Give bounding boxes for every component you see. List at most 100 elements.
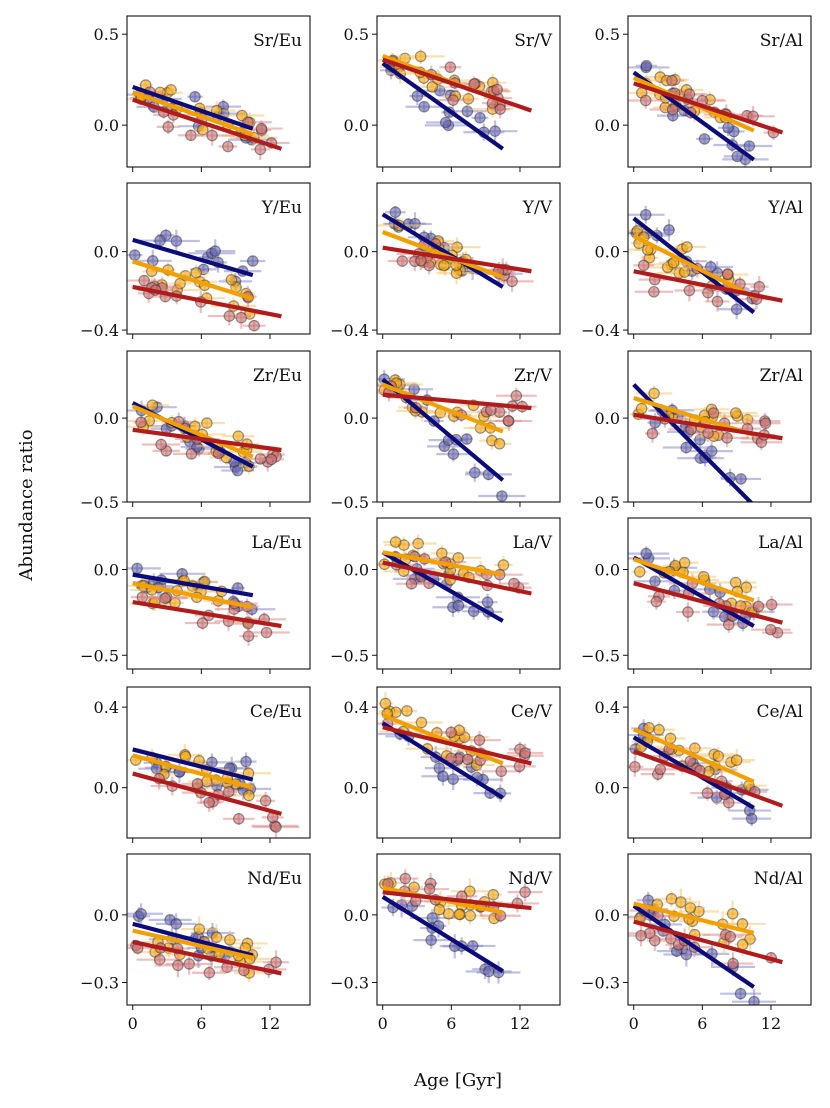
data-point-red — [235, 311, 248, 324]
y-tick-label: 0.0 — [344, 560, 369, 579]
panel-grid: 0.5 0.0 Sr/Eu 0.5 0.0 Sr/V 0.5 0.0 Sr/Al 0.0 −0.4 Y… — [80, 15, 812, 1033]
fit-line-navy — [132, 84, 254, 131]
fit-line-navy — [132, 237, 254, 278]
data-point-red — [666, 103, 679, 116]
y-tick-label: 0.0 — [595, 560, 620, 579]
data-point-navy — [439, 116, 452, 129]
x-axis-title: Age [Gyr] — [413, 1070, 502, 1091]
x-tick-label: 6 — [697, 1014, 707, 1033]
data-point-orange — [643, 721, 655, 734]
y-tick-label: 0.4 — [94, 698, 119, 717]
data-point-orange — [389, 536, 402, 548]
data-point-red — [185, 448, 198, 460]
data-point-orange — [232, 430, 245, 442]
data-point-navy — [154, 234, 166, 247]
data-point-red — [495, 765, 508, 778]
data-point-red — [203, 966, 216, 979]
y-tick-label: 0.0 — [94, 243, 119, 262]
fit-line-red — [132, 939, 282, 976]
data-point-red — [654, 763, 667, 776]
data-point-red — [683, 284, 696, 297]
data-point-navy — [461, 105, 474, 118]
fit-line-orange — [632, 727, 755, 784]
fit-line-red — [632, 749, 784, 808]
data-point-red — [764, 623, 777, 636]
data-point-red — [502, 414, 515, 427]
data-point-navy — [170, 918, 182, 930]
y-tick-label: 0.0 — [595, 779, 620, 798]
data-point-red — [203, 796, 216, 809]
y-tick-label: −0.4 — [80, 321, 119, 340]
data-point-red — [753, 280, 766, 293]
data-point-navy — [135, 907, 147, 920]
data-point-red — [222, 140, 234, 153]
fit-line-red — [132, 600, 282, 629]
data-point-orange — [736, 938, 749, 951]
fit-line-orange — [381, 713, 504, 766]
data-point-red — [136, 591, 149, 603]
data-point-red — [648, 285, 660, 298]
data-point-red — [637, 259, 650, 272]
y-tick-label: −0.5 — [330, 646, 369, 665]
panel-label: Zr/Al — [760, 366, 803, 386]
fit-line-orange — [132, 259, 254, 301]
plot-area — [629, 383, 783, 502]
data-point-red — [752, 600, 765, 613]
fit-line-red — [132, 427, 282, 453]
panel-frame — [376, 853, 561, 1006]
y-tick-label: −0.5 — [330, 493, 369, 512]
data-point-red — [447, 94, 459, 106]
data-point-orange — [684, 902, 697, 914]
data-point-navy — [129, 249, 141, 261]
data-point-red — [162, 121, 175, 133]
y-tick-label: 0.0 — [595, 906, 620, 925]
data-point-orange — [165, 84, 177, 96]
plot-area — [127, 562, 290, 646]
data-point-red — [727, 957, 739, 970]
data-point-red — [265, 453, 278, 466]
data-point-red — [519, 886, 531, 898]
y-axis-title: Abundance ratio — [16, 429, 37, 581]
plot-area — [377, 691, 544, 803]
fit-line-red — [633, 269, 783, 303]
x-tick-label: 0 — [128, 1014, 138, 1033]
data-point-orange — [493, 437, 506, 450]
data-point-red — [206, 129, 218, 142]
data-point-red — [702, 286, 714, 299]
x-tick-label: 12 — [260, 1014, 280, 1033]
data-point-navy — [640, 59, 653, 72]
y-tick-label: 0.0 — [595, 409, 620, 428]
panel-frame — [627, 853, 812, 1006]
data-point-navy — [437, 770, 449, 783]
data-point-red — [759, 417, 772, 430]
plot-area — [377, 869, 543, 984]
data-point-red — [494, 103, 506, 115]
panel-nd-v: 0.0 −0.3 0 6 12 Nd/V — [330, 853, 561, 1033]
data-point-red — [711, 295, 724, 308]
data-point-orange — [681, 241, 693, 253]
data-point-red — [701, 787, 714, 799]
data-point-red — [423, 883, 436, 895]
data-point-red — [259, 794, 272, 807]
data-point-red — [254, 143, 267, 156]
panel-frame — [627, 15, 812, 168]
data-point-red — [399, 872, 412, 885]
data-point-navy — [481, 596, 494, 608]
y-tick-label: 0.0 — [344, 409, 369, 428]
data-point-navy — [389, 206, 402, 219]
data-point-red — [270, 956, 282, 969]
data-point-orange — [225, 274, 238, 286]
panel-frame — [126, 517, 311, 670]
data-point-red — [159, 592, 171, 605]
fit-line-orange — [132, 90, 254, 137]
data-point-red — [191, 778, 204, 790]
data-point-orange — [729, 407, 742, 419]
data-point-navy — [231, 464, 244, 477]
panel-frame — [627, 686, 812, 839]
panel-frame — [376, 686, 561, 839]
data-point-navy — [698, 133, 711, 145]
data-point-red — [135, 416, 147, 429]
data-point-red — [461, 753, 474, 766]
fit-line-red — [382, 57, 533, 113]
